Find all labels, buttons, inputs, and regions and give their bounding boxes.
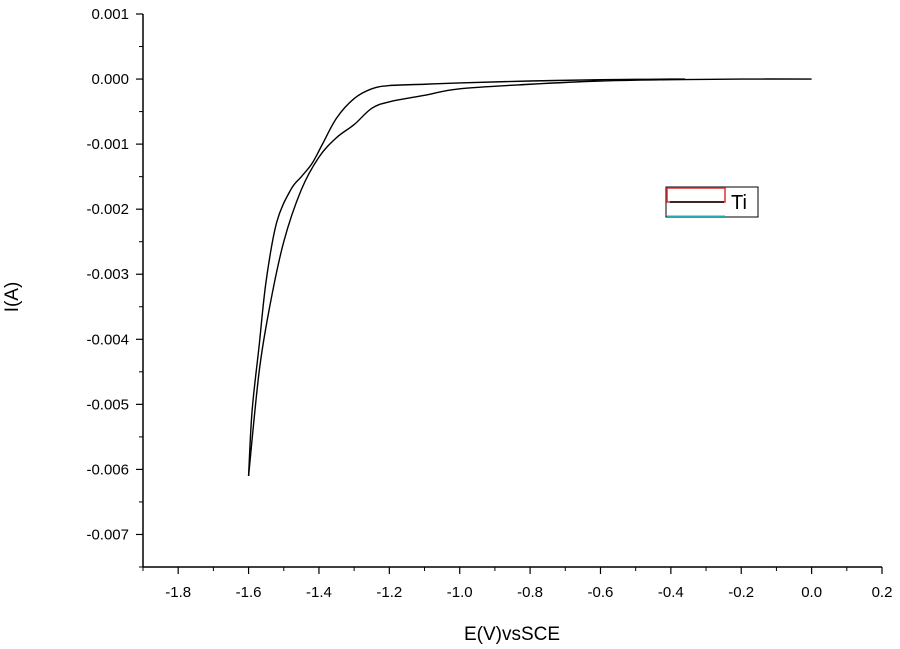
plot-area	[247, 78, 812, 476]
y-tick-label: -0.001	[86, 136, 129, 153]
y-tick-label: 0.000	[91, 71, 129, 88]
axes: -1.8 -1.6 -1.4 -1.2 -1.0 -0.8 -0.6 -0.4 -0.2 0.0 0…	[86, 6, 892, 601]
series-line-ti-segment-1	[247, 78, 685, 476]
legend: Ti	[665, 186, 759, 218]
x-tick-label: -0.6	[588, 584, 614, 601]
y-tick-label: -0.002	[86, 201, 129, 218]
x-tick-label: -1.2	[376, 584, 402, 601]
y-tick-label: -0.004	[86, 331, 129, 348]
x-axis-title: E(V)vsSCE	[464, 624, 560, 645]
y-tick-label: -0.007	[86, 526, 129, 543]
x-tick-label: -0.4	[658, 584, 684, 601]
x-tick-label: -0.8	[517, 584, 543, 601]
y-tick-label: 0.001	[91, 6, 129, 23]
y-tick-label: -0.003	[86, 266, 129, 283]
legend-label-ti: Ti	[731, 192, 747, 214]
y-tick-label: -0.005	[86, 396, 129, 413]
x-tick-label: -1.0	[447, 584, 473, 601]
x-tick-label: 0.2	[872, 584, 893, 601]
x-tick-label: -1.6	[236, 584, 262, 601]
series-line-ti-segment-0	[247, 78, 812, 476]
x-tick-label: -1.4	[306, 584, 332, 601]
x-tick-label: -1.8	[165, 584, 191, 601]
x-tick-label: 0.0	[801, 584, 822, 601]
y-axis-title: I(A)	[2, 282, 23, 313]
x-tick-label: -0.2	[728, 584, 754, 601]
y-tick-label: -0.006	[86, 461, 129, 478]
